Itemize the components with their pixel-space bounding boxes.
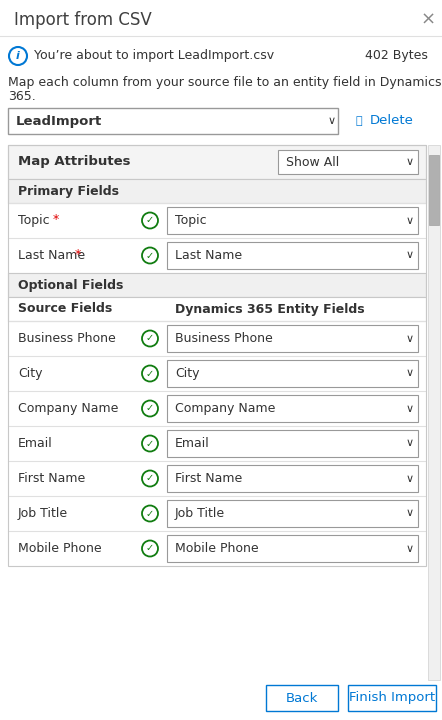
Bar [167,395,418,422]
Text: Email: Email [18,437,53,450]
Text: Source Fields: Source Fields [18,302,112,315]
Text: ∨: ∨ [406,333,414,343]
Text: ✓: ✓ [146,438,154,449]
Bar [266,685,338,711]
Bar [348,685,436,711]
Text: Last Name: Last Name [175,249,242,262]
Text: ∨: ∨ [406,438,414,449]
Text: ✓: ✓ [146,403,154,413]
Bar [8,273,426,297]
Text: Company Name: Company Name [175,402,275,415]
Text: Map each column from your source file to an entity field in Dynamics: Map each column from your source file to… [8,76,442,89]
Text: ∨: ∨ [406,403,414,413]
Text: ∨: ∨ [406,251,414,261]
Bar [167,207,418,234]
Text: ×: × [420,11,435,29]
Text: ∨: ∨ [406,369,414,379]
Text: ∨: ∨ [406,544,414,554]
Text: Topic: Topic [18,214,50,227]
Text: Business Phone: Business Phone [175,332,273,345]
Text: ✓: ✓ [146,544,154,554]
Bar [167,430,418,457]
Text: Dynamics 365 Entity Fields: Dynamics 365 Entity Fields [175,302,365,315]
Text: Last Name: Last Name [18,249,85,262]
Text: Job Title: Job Title [175,507,225,520]
Bar [278,150,418,174]
Text: 🗑: 🗑 [356,116,362,126]
Text: ∨: ∨ [406,474,414,484]
Text: Map Attributes: Map Attributes [18,156,130,168]
Text: Job Title: Job Title [18,507,68,520]
Text: Email: Email [175,437,210,450]
Text: 365.: 365. [8,90,36,103]
Text: Company Name: Company Name [18,402,118,415]
Text: LeadImport: LeadImport [16,114,102,127]
Text: Primary Fields: Primary Fields [18,184,119,197]
Text: City: City [18,367,42,380]
Text: *: * [49,213,59,226]
Bar [167,500,418,527]
Text: ✓: ✓ [146,474,154,484]
Text: Topic: Topic [175,214,206,227]
Text: ∨: ∨ [406,508,414,518]
Bar [167,360,418,387]
Bar [428,145,440,680]
Text: 402 Bytes: 402 Bytes [365,50,428,63]
Text: Delete: Delete [370,114,414,127]
Bar [167,242,418,269]
Text: City: City [175,367,199,380]
Text: ✓: ✓ [146,369,154,379]
Text: ✓: ✓ [146,333,154,343]
Text: Business Phone: Business Phone [18,332,116,345]
Bar [167,465,418,492]
Text: i: i [16,51,20,61]
Bar [8,179,426,203]
Bar [167,535,418,562]
Text: Show All: Show All [286,156,339,168]
Text: ∨: ∨ [406,215,414,225]
Text: ✓: ✓ [146,508,154,518]
Bar [167,325,418,352]
Text: ✓: ✓ [146,251,154,261]
Text: ✓: ✓ [146,215,154,225]
Text: Optional Fields: Optional Fields [18,279,123,292]
Text: ∨: ∨ [328,116,336,126]
Text: First Name: First Name [18,472,85,485]
Text: Mobile Phone: Mobile Phone [18,542,102,555]
Bar [8,145,426,179]
Text: Import from CSV: Import from CSV [14,11,152,29]
Text: First Name: First Name [175,472,242,485]
Bar [8,297,426,321]
Text: ∨: ∨ [406,157,414,167]
Text: Mobile Phone: Mobile Phone [175,542,259,555]
Text: *: * [71,248,81,261]
Bar [429,155,439,225]
Text: You’re about to import LeadImport.csv: You’re about to import LeadImport.csv [34,50,274,63]
Text: Back: Back [286,691,318,704]
Text: Finish Import: Finish Import [349,691,435,704]
Bar [8,108,338,134]
Bar [8,145,426,566]
